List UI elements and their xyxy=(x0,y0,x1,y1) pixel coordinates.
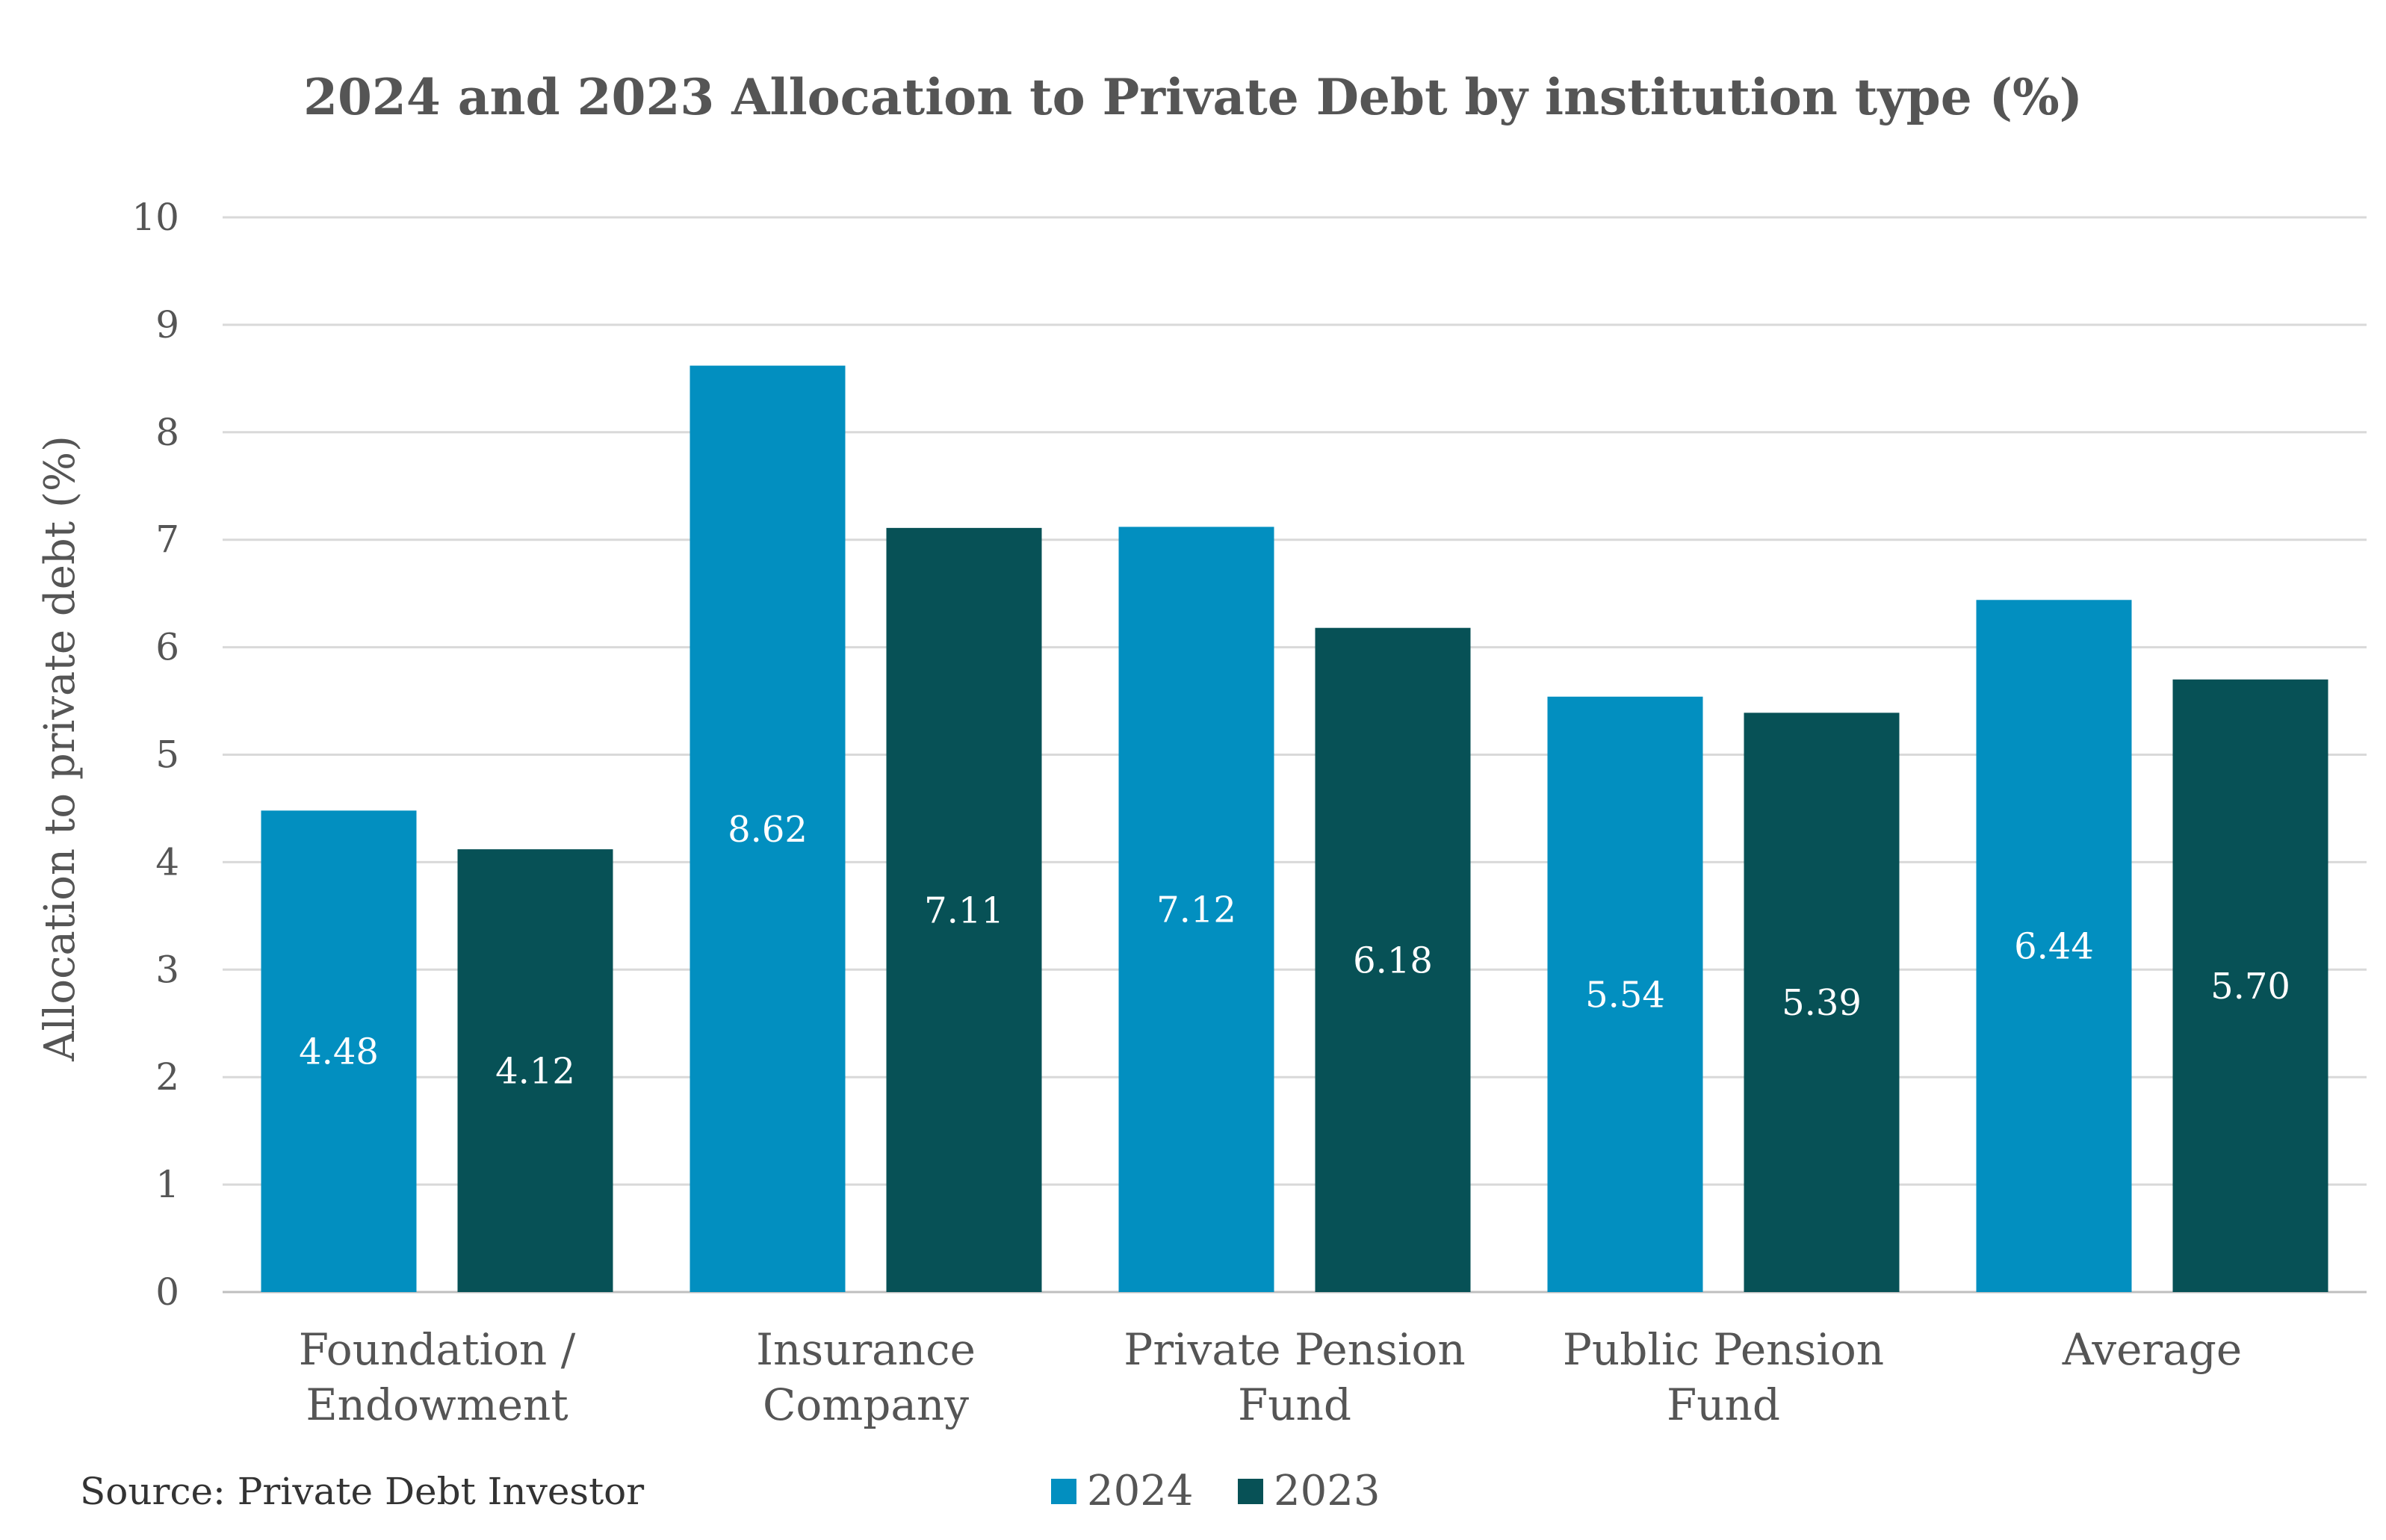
bar-2023-4 xyxy=(2172,679,2328,1292)
y-tick-label: 7 xyxy=(155,518,179,562)
bar-2024-2 xyxy=(1118,527,1274,1292)
y-tick-label: 3 xyxy=(155,948,179,991)
bar-2023-1 xyxy=(886,527,1042,1292)
bar-2024-3 xyxy=(1547,696,1703,1292)
bar-2024-0 xyxy=(261,810,417,1292)
category-label-line: Average xyxy=(2062,1324,2242,1375)
y-tick-label: 4 xyxy=(155,840,179,884)
legend-swatch xyxy=(1051,1479,1076,1504)
y-tick-label: 5 xyxy=(155,733,179,777)
bar-2023-3 xyxy=(1744,712,1900,1292)
y-tick-label: 2 xyxy=(155,1055,179,1099)
category-label-line: Fund xyxy=(1238,1379,1351,1430)
category-label-line: Foundation / xyxy=(299,1324,576,1375)
legend: 2024 2023 xyxy=(1051,1467,1381,1515)
data-labels: 4.48 4.12 8.62 7.11 7.12 6.18 5.54 5.39 6.44 5.70 xyxy=(299,809,2290,1093)
y-tick-label: 10 xyxy=(131,196,179,239)
bar-2024-1 xyxy=(690,365,846,1292)
y-tick-label: 9 xyxy=(155,303,179,347)
data-label-2023-2: 6.18 xyxy=(1353,940,1433,981)
data-label-2023-3: 5.39 xyxy=(1782,982,1862,1024)
category-label-line: Insurance xyxy=(756,1324,976,1375)
bars xyxy=(261,365,2328,1292)
category-label-line: Endowment xyxy=(306,1379,568,1430)
category-label-line: Public Pension xyxy=(1563,1324,1884,1375)
legend-label: 2024 xyxy=(1087,1467,1194,1515)
legend-swatch xyxy=(1238,1479,1263,1504)
category-label-line: Fund xyxy=(1667,1379,1780,1430)
data-label-2024-0: 4.48 xyxy=(299,1031,379,1073)
category-label-line: Private Pension xyxy=(1124,1324,1465,1375)
legend-item-2024: 2024 xyxy=(1051,1467,1194,1515)
chart-title: 2024 and 2023 Allocation to Private Debt… xyxy=(303,68,2083,126)
y-axis-title: Allocation to private debt (%) xyxy=(36,435,84,1062)
data-label-2023-0: 4.12 xyxy=(495,1051,575,1093)
category-label: Average xyxy=(2062,1324,2242,1375)
bar-2023-2 xyxy=(1315,627,1471,1292)
legend-label: 2023 xyxy=(1274,1467,1381,1515)
legend-item-2023: 2023 xyxy=(1238,1467,1381,1515)
y-axis-ticks: 0 1 2 3 4 5 6 7 8 9 10 xyxy=(131,196,179,1314)
bar-2023-0 xyxy=(457,849,613,1292)
source-note: Source: Private Debt Investor xyxy=(80,1470,644,1513)
y-tick-label: 8 xyxy=(155,411,179,454)
category-label: Foundation /Endowment xyxy=(299,1324,576,1430)
data-label-2024-1: 8.62 xyxy=(728,809,808,851)
data-label-2023-4: 5.70 xyxy=(2210,966,2290,1007)
data-label-2024-4: 6.44 xyxy=(2014,926,2094,968)
data-label-2024-2: 7.12 xyxy=(1156,889,1236,931)
data-label-2023-1: 7.11 xyxy=(924,889,1004,931)
bar-2024-4 xyxy=(1976,600,2132,1292)
category-label-line: Company xyxy=(763,1379,969,1430)
y-tick-label: 6 xyxy=(155,626,179,669)
data-label-2024-3: 5.54 xyxy=(1585,974,1665,1016)
y-tick-label: 0 xyxy=(155,1270,179,1314)
y-tick-label: 1 xyxy=(155,1163,179,1206)
